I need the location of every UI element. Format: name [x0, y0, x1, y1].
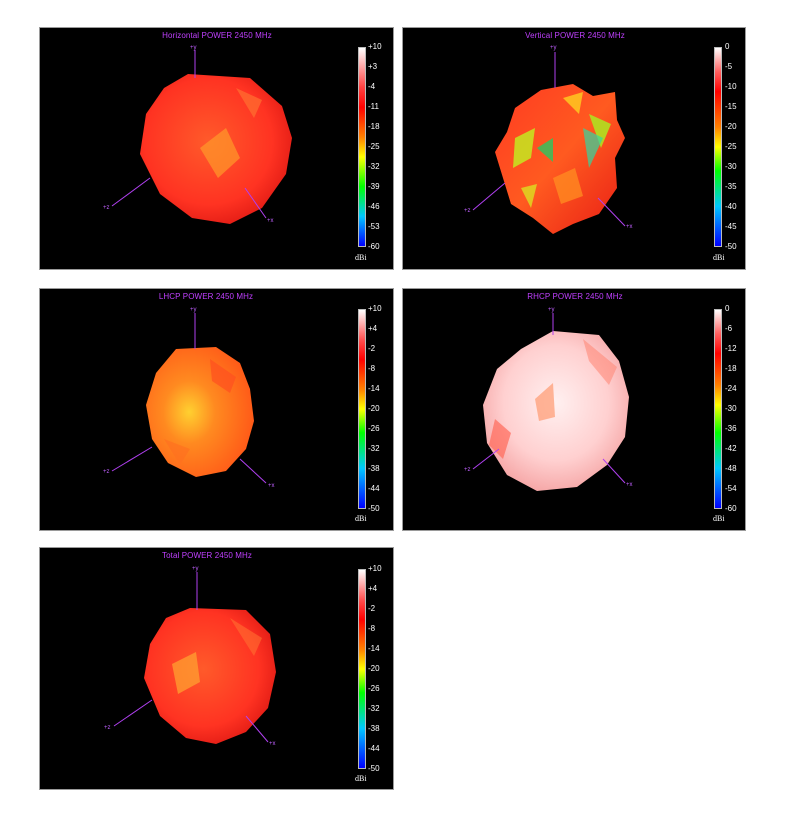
scale-tick: -18: [368, 122, 380, 131]
scale-tick: -25: [368, 142, 380, 151]
axis-label-x: +x: [626, 224, 633, 230]
scale-tick: -44: [368, 744, 380, 753]
scale-tick: -30: [725, 404, 737, 413]
radiation-pattern-horizontal: [111, 50, 292, 224]
unit-label: dBi: [713, 253, 725, 262]
scale-tick: -50: [368, 504, 380, 513]
color-scale-bar: [714, 47, 722, 247]
scale-tick: -4: [368, 82, 376, 91]
scale-tick: -45: [725, 222, 737, 231]
color-scale-bar: [358, 309, 366, 509]
axis-label-y: +y: [548, 307, 555, 313]
scale-tick: -60: [368, 242, 380, 251]
scale-tick: -20: [725, 122, 737, 131]
scale-tick: +10: [368, 304, 382, 313]
axis-label-x: +x: [626, 482, 633, 488]
color-scale-bar: [714, 309, 722, 509]
scale-tick: -8: [368, 364, 376, 373]
scale-tick: +4: [368, 324, 378, 333]
scale-tick: -53: [368, 222, 380, 231]
scale-tick: -14: [368, 644, 380, 653]
scale-tick: -8: [368, 624, 376, 633]
scale-tick: -2: [368, 604, 376, 613]
unit-label: dBi: [355, 514, 367, 523]
scale-tick: +10: [368, 564, 382, 573]
axis-label-y: +y: [192, 566, 199, 572]
radiation-pattern-vertical: [472, 52, 626, 234]
scale-tick: -42: [725, 444, 737, 453]
scale-tick: -39: [368, 182, 380, 191]
scale-tick: -40: [725, 202, 737, 211]
axis-label-x: +x: [267, 218, 274, 224]
unit-label: dBi: [713, 514, 725, 523]
color-scale-bar: [358, 569, 366, 769]
scale-tick: -15: [725, 102, 737, 111]
scale-tick: -44: [368, 484, 380, 493]
scale-tick: -18: [725, 364, 737, 373]
scale-tick: -60: [725, 504, 737, 513]
radiation-pattern-lhcp: [111, 313, 267, 484]
scale-tick: -26: [368, 424, 380, 433]
panel-vertical: Vertical POWER 2450 MHz +y +z +x 0 -5 -1…: [402, 27, 746, 270]
scale-tick: -38: [368, 464, 380, 473]
scale-tick: -32: [368, 162, 380, 171]
scale-tick: -10: [725, 82, 737, 91]
scale-tick: -14: [368, 384, 380, 393]
scale-tick: -50: [368, 764, 380, 773]
scale-tick: -35: [725, 182, 737, 191]
scale-tick: -32: [368, 704, 380, 713]
scale-tick: -24: [725, 384, 737, 393]
scale-tick: -32: [368, 444, 380, 453]
panel-lhcp: LHCP POWER 2450 MHz +y +z +x +10 +4 -2 -…: [39, 288, 394, 531]
axis-label-x: +x: [269, 741, 276, 747]
axis-label-y: +y: [190, 45, 197, 51]
radiation-pattern-total: [113, 572, 276, 744]
scale-tick: -6: [725, 324, 733, 333]
scale-tick: -38: [368, 724, 380, 733]
axis-label-z: +z: [104, 725, 111, 731]
axis-label-y: +y: [190, 307, 197, 313]
scale-tick: -36: [725, 424, 737, 433]
scale-tick: +3: [368, 62, 378, 71]
panel-title: Vertical POWER 2450 MHz: [525, 31, 625, 40]
panel-horizontal: Horizontal POWER 2450 MHz +y +z +x +10 +…: [39, 27, 394, 270]
scale-tick: -11: [368, 102, 379, 111]
scale-tick: -5: [725, 62, 733, 71]
scale-tick: -2: [368, 344, 376, 353]
scale-tick: -50: [725, 242, 737, 251]
axis-label-z: +z: [103, 205, 110, 211]
scale-tick: -20: [368, 664, 380, 673]
scale-tick: -46: [368, 202, 380, 211]
color-scale-bar: [358, 47, 366, 247]
radiation-pattern-rhcp: [472, 313, 629, 491]
unit-label: dBi: [355, 253, 367, 262]
scale-tick: +10: [368, 42, 382, 51]
scale-tick: -12: [725, 344, 737, 353]
scale-tick: -30: [725, 162, 737, 171]
panel-title: LHCP POWER 2450 MHz: [158, 292, 254, 301]
scale-tick: -26: [368, 684, 380, 693]
panel-title: RHCP POWER 2450 MHz: [527, 292, 623, 301]
scale-tick: -25: [725, 142, 737, 151]
scale-tick: -48: [725, 464, 737, 473]
axis-label-z: +z: [103, 469, 110, 475]
panel-title: Horizontal POWER 2450 MHz: [162, 31, 272, 40]
axis-label-z: +z: [464, 467, 471, 473]
unit-label: dBi: [355, 774, 367, 783]
scale-tick: 0: [725, 304, 730, 313]
panel-rhcp: RHCP POWER 2450 MHz +y +z +x 0 -6 -12 -1…: [402, 288, 746, 531]
scale-tick: -20: [368, 404, 380, 413]
scale-tick: +4: [368, 584, 378, 593]
axis-label-z: +z: [464, 208, 471, 214]
panel-total: Total POWER 2450 MHz +y +z +x +10 +4 -2 …: [39, 547, 394, 790]
axis-label-x: +x: [268, 483, 275, 489]
axis-label-y: +y: [550, 45, 557, 51]
panel-title: Total POWER 2450 MHz: [161, 551, 253, 560]
scale-tick: 0: [725, 42, 730, 51]
scale-tick: -54: [725, 484, 737, 493]
